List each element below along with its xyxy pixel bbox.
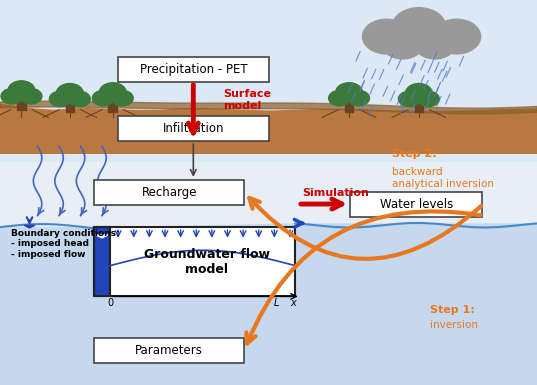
Circle shape bbox=[432, 19, 481, 54]
FancyBboxPatch shape bbox=[118, 57, 268, 82]
Polygon shape bbox=[96, 235, 108, 238]
Circle shape bbox=[336, 83, 362, 102]
FancyArrowPatch shape bbox=[249, 198, 481, 259]
Circle shape bbox=[392, 8, 446, 46]
Circle shape bbox=[92, 90, 114, 106]
FancyBboxPatch shape bbox=[351, 192, 482, 217]
Bar bbox=[108, 96, 117, 112]
Polygon shape bbox=[0, 162, 537, 385]
Circle shape bbox=[112, 90, 133, 106]
Bar bbox=[17, 94, 26, 110]
Text: inversion: inversion bbox=[430, 320, 477, 330]
Circle shape bbox=[405, 84, 432, 103]
Text: backward
analytical inversion: backward analytical inversion bbox=[392, 167, 494, 189]
Circle shape bbox=[329, 90, 350, 106]
Polygon shape bbox=[0, 223, 537, 385]
Bar bbox=[94, 227, 110, 296]
Text: Simulation: Simulation bbox=[302, 187, 369, 198]
Text: x: x bbox=[290, 298, 295, 308]
Polygon shape bbox=[24, 225, 35, 228]
Circle shape bbox=[69, 91, 90, 107]
Text: Surface
model: Surface model bbox=[223, 89, 271, 111]
Text: L: L bbox=[274, 298, 279, 308]
FancyBboxPatch shape bbox=[94, 180, 244, 205]
Circle shape bbox=[8, 81, 35, 100]
Text: Step 1:: Step 1: bbox=[430, 305, 474, 315]
Circle shape bbox=[56, 84, 83, 103]
Text: Step 2:: Step 2: bbox=[392, 149, 437, 159]
Circle shape bbox=[415, 30, 455, 59]
Circle shape bbox=[382, 30, 423, 59]
FancyBboxPatch shape bbox=[94, 338, 244, 363]
Text: Precipitation - PET: Precipitation - PET bbox=[140, 63, 247, 76]
Text: Boundary conditions:
- imposed head
- imposed flow: Boundary conditions: - imposed head - im… bbox=[11, 229, 119, 259]
Circle shape bbox=[1, 89, 23, 104]
Bar bbox=[345, 96, 353, 112]
Circle shape bbox=[99, 83, 126, 102]
FancyArrowPatch shape bbox=[246, 211, 481, 343]
Text: Recharge: Recharge bbox=[141, 186, 197, 199]
Text: Parameters: Parameters bbox=[135, 344, 203, 357]
Circle shape bbox=[418, 91, 439, 107]
FancyBboxPatch shape bbox=[118, 117, 268, 142]
Circle shape bbox=[348, 90, 369, 106]
Polygon shape bbox=[0, 104, 537, 154]
Circle shape bbox=[49, 91, 71, 107]
Text: Infiltration: Infiltration bbox=[163, 122, 224, 136]
Text: Groundwater flow
model: Groundwater flow model bbox=[144, 248, 270, 276]
FancyBboxPatch shape bbox=[94, 227, 295, 296]
Circle shape bbox=[20, 89, 42, 104]
Bar bbox=[66, 97, 74, 112]
Circle shape bbox=[398, 91, 420, 107]
Circle shape bbox=[362, 19, 411, 54]
Polygon shape bbox=[0, 0, 537, 173]
Text: 0: 0 bbox=[107, 298, 113, 308]
Text: Water levels: Water levels bbox=[380, 198, 453, 211]
Bar bbox=[415, 97, 423, 112]
